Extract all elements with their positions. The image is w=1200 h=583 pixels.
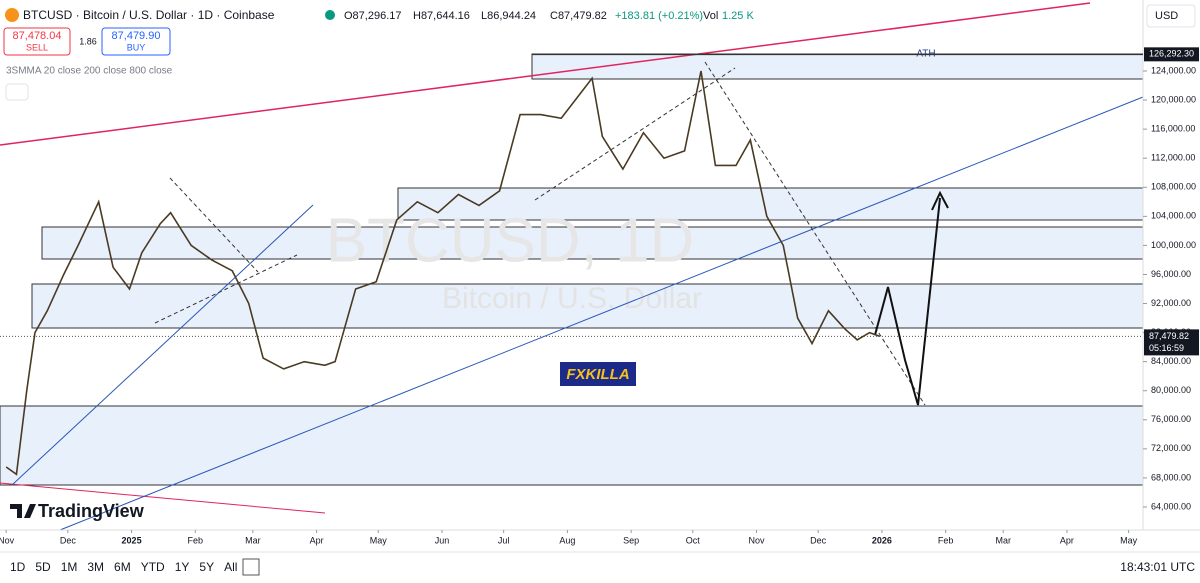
dashed-line (169, 177, 259, 273)
x-tick-label: 2025 (122, 535, 142, 545)
range-button[interactable]: 1Y (175, 560, 190, 574)
symbol-title: BTCUSD · Bitcoin / U.S. Dollar · 1D · Co… (23, 8, 275, 22)
x-tick-label: Aug (559, 535, 575, 545)
y-tick-label: 80,000.00 (1151, 385, 1191, 395)
x-tick-label: Oct (686, 535, 701, 545)
range-button[interactable]: 5Y (199, 560, 214, 574)
change: +183.81 (+0.21%) (615, 10, 703, 22)
range-button[interactable]: All (224, 560, 237, 574)
indicator: 3SMMA 20 close 200 close 800 close (6, 66, 173, 77)
x-tick-label: Mar (245, 535, 261, 545)
logo: TradingView (38, 501, 145, 521)
currency-button[interactable] (1146, 4, 1196, 28)
x-tick-label: Apr (310, 535, 324, 545)
market-status (325, 10, 335, 20)
range-button[interactable]: 1D (10, 560, 26, 574)
y-tick-label: 120,000.00 (1151, 94, 1196, 104)
date-range-button[interactable] (242, 558, 260, 576)
ohlc-high: H87,644.16 (413, 10, 470, 22)
vol: 1.25 K (722, 10, 754, 22)
zone (397, 187, 1144, 221)
watermark-name: Bitcoin / U.S. Dollar (442, 282, 702, 315)
watermark-symbol: BTCUSD, 1D (326, 206, 695, 275)
range-button[interactable]: 6M (114, 560, 131, 574)
countdown: 05:16:59 (1149, 343, 1184, 353)
badge-text: FXKILLA (566, 366, 629, 383)
currency: USD (1155, 10, 1178, 22)
range-button[interactable]: 3M (87, 560, 104, 574)
y-tick-label: 124,000.00 (1151, 65, 1196, 75)
range-button[interactable]: 1M (61, 560, 78, 574)
drawings (0, 2, 1144, 531)
x-tick-label: May (370, 535, 388, 545)
projection (874, 197, 941, 406)
last-price: 87,479.82 (1149, 331, 1189, 341)
x-tick-label: Dec (60, 535, 77, 545)
range-button[interactable]: 5D (35, 560, 51, 574)
x-tick-label: Jun (435, 535, 450, 545)
range-button[interactable]: YTD (141, 560, 165, 574)
zones (0, 53, 1144, 486)
logo-icon (10, 504, 36, 518)
last-price-box (1144, 329, 1199, 356)
plot (5, 70, 881, 476)
sell-button[interactable] (3, 27, 71, 56)
x-tick-label: Feb (188, 535, 204, 545)
ohlc-open: O87,296.17 (344, 10, 402, 22)
vol-label: Vol (703, 10, 718, 22)
symbol-icon (5, 8, 19, 22)
buy-price: 87,479.90 (112, 30, 161, 42)
trend-line (0, 2, 1091, 146)
badge (560, 362, 636, 386)
arrow-head (931, 190, 949, 211)
x-tick-label: Nov (0, 535, 15, 545)
zone (531, 53, 1144, 80)
y-tick-label: 84,000.00 (1151, 356, 1191, 366)
y-tick-label: 116,000.00 (1151, 124, 1195, 134)
buy-label: BUY (127, 42, 146, 52)
zone (41, 226, 1144, 260)
zone (31, 283, 1144, 329)
y-tick-label: 72,000.00 (1151, 443, 1191, 453)
zone (0, 405, 1144, 486)
ohlc-close: C87,479.82 (550, 10, 607, 22)
x-tick-label: Apr (1060, 535, 1074, 545)
spread: 1.86 (79, 36, 97, 46)
y-tick-label: 64,000.00 (1151, 501, 1191, 511)
x-tick-label: May (1120, 535, 1138, 545)
y-tick-label: 112,000.00 (1151, 153, 1195, 163)
dashed-line (154, 254, 298, 324)
trend-line (0, 482, 326, 514)
collapse-button[interactable] (5, 83, 29, 101)
x-tick-label: Nov (749, 535, 766, 545)
buy-button[interactable] (101, 27, 171, 56)
x-tick-label: Jul (498, 535, 510, 545)
ath-price: 126,292.30 (1149, 49, 1194, 59)
sell-price: 87,478.04 (13, 30, 62, 42)
x-tick-label: Dec (810, 535, 827, 545)
sell-label: SELL (26, 42, 48, 52)
y-tick-label: 104,000.00 (1151, 211, 1196, 221)
x-tick-label: Mar (995, 535, 1011, 545)
x-tick-label: 2026 (872, 535, 892, 545)
y-tick-label: 96,000.00 (1151, 269, 1191, 279)
y-tick-label: 92,000.00 (1151, 298, 1191, 308)
x-tick-label: Sep (623, 535, 639, 545)
clock: 18:43:01 UTC (1120, 560, 1195, 574)
dashed-line (704, 61, 926, 406)
trend-line (11, 204, 314, 486)
price-line (5, 70, 881, 476)
dashed-line (534, 67, 736, 201)
y-tick-label: 100,000.00 (1151, 240, 1196, 250)
y-tick-label: 76,000.00 (1151, 414, 1191, 424)
y-tick-label: 108,000.00 (1151, 182, 1196, 192)
ohlc-low: L86,944.24 (481, 10, 536, 22)
y-tick-label: 68,000.00 (1151, 472, 1191, 482)
trend-line (59, 96, 1144, 531)
x-tick-label: Feb (938, 535, 954, 545)
ath-price-box (1144, 47, 1199, 62)
